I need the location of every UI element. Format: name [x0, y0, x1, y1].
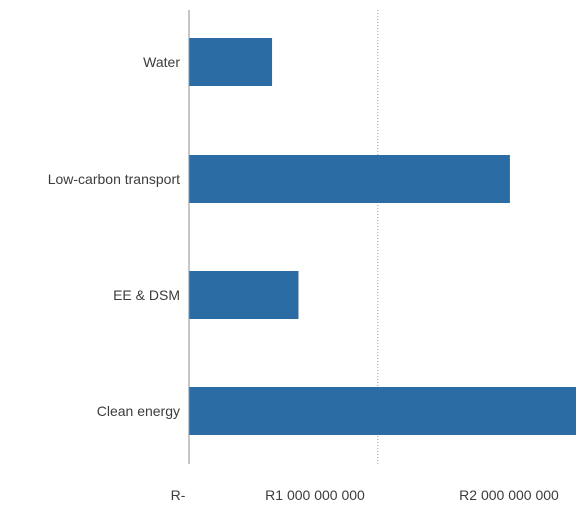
bar-0: [189, 38, 273, 86]
category-label-3: Clean energy: [97, 403, 180, 419]
category-label-2: EE & DSM: [113, 287, 180, 303]
x-tick-label-2: R2 000 000 000: [459, 487, 559, 503]
bar-3: [189, 387, 576, 435]
category-label-1: Low-carbon transport: [48, 171, 180, 187]
bar-1: [189, 155, 510, 203]
x-tick-label-1: R1 000 000 000: [265, 487, 365, 503]
category-label-0: Water: [143, 54, 180, 70]
x-tick-label-0: R-: [171, 487, 186, 503]
bar-2: [189, 271, 299, 319]
